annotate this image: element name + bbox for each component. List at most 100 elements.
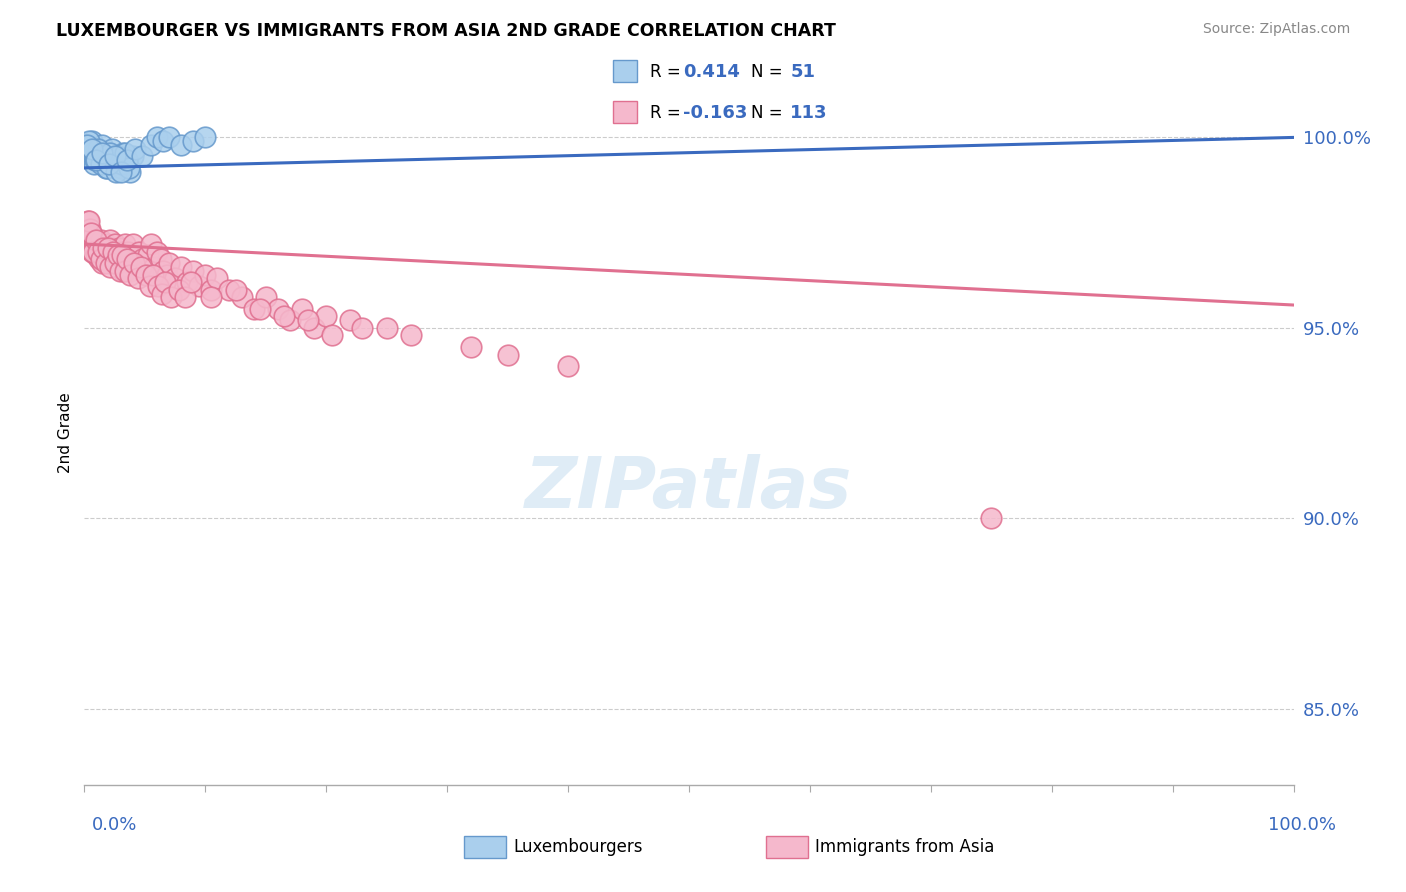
Point <box>194 268 217 282</box>
Point <box>352 321 374 335</box>
Point <box>83 241 105 255</box>
Point <box>91 138 114 153</box>
Point <box>399 328 422 343</box>
Point <box>128 244 150 259</box>
Point <box>249 301 271 316</box>
Point <box>93 241 115 255</box>
Point <box>242 301 264 316</box>
Point <box>112 248 135 262</box>
Point <box>115 260 138 274</box>
Point <box>149 252 172 267</box>
Point <box>86 248 108 262</box>
Point <box>86 153 108 168</box>
Point <box>86 145 108 160</box>
Point <box>557 359 579 373</box>
Text: 100.0%: 100.0% <box>1268 816 1336 834</box>
Point <box>105 149 128 163</box>
Point <box>291 301 314 316</box>
Point <box>89 153 111 168</box>
Point <box>120 264 142 278</box>
Point <box>139 138 162 153</box>
Text: Source: ZipAtlas.com: Source: ZipAtlas.com <box>1202 22 1350 37</box>
Text: N =: N = <box>751 103 787 121</box>
Point <box>200 290 222 304</box>
Point <box>77 134 100 148</box>
Point <box>152 264 174 278</box>
Y-axis label: 2nd Grade: 2nd Grade <box>58 392 73 473</box>
Point <box>98 233 121 247</box>
Text: N =: N = <box>751 63 787 81</box>
Point <box>104 256 127 270</box>
Point <box>114 264 136 278</box>
Text: 0.0%: 0.0% <box>91 816 136 834</box>
Text: R =: R = <box>650 63 686 81</box>
Point <box>90 157 112 171</box>
Point <box>496 347 519 361</box>
Point <box>80 134 103 148</box>
Point <box>84 153 107 168</box>
Point <box>114 145 136 160</box>
Point <box>138 279 160 293</box>
Point <box>134 264 156 278</box>
Point <box>207 271 229 285</box>
Point <box>117 244 139 259</box>
Point <box>77 214 100 228</box>
Point <box>107 248 129 262</box>
Point <box>97 145 120 160</box>
Point <box>111 248 134 262</box>
Point <box>100 256 122 270</box>
Point <box>79 222 101 236</box>
Point <box>121 149 143 163</box>
Point <box>90 233 112 247</box>
Point <box>157 130 180 145</box>
Point <box>89 244 111 259</box>
Point <box>104 149 127 163</box>
Point <box>135 268 157 282</box>
Point <box>107 256 129 270</box>
Point <box>254 290 277 304</box>
Point <box>77 214 100 228</box>
Point <box>107 149 129 163</box>
Point <box>79 149 101 163</box>
Text: -0.163: -0.163 <box>683 103 748 121</box>
Point <box>170 138 193 153</box>
Point <box>100 153 122 168</box>
Point <box>104 164 127 178</box>
Point <box>91 145 114 160</box>
Point <box>173 290 195 304</box>
Text: 51: 51 <box>790 63 815 81</box>
Point <box>97 244 120 259</box>
Point <box>112 145 135 160</box>
Point <box>138 248 160 262</box>
Point <box>170 260 193 274</box>
Text: R =: R = <box>650 103 686 121</box>
Point <box>82 244 104 259</box>
Point <box>297 313 319 327</box>
Point <box>120 164 142 178</box>
Point <box>82 229 104 244</box>
Point <box>111 157 134 171</box>
Point <box>87 244 110 259</box>
Point <box>218 283 240 297</box>
Point <box>82 145 104 160</box>
Point <box>108 241 131 255</box>
Point <box>97 241 120 255</box>
Point <box>103 248 125 262</box>
Text: ZIPatlas: ZIPatlas <box>526 455 852 524</box>
Point <box>105 244 128 259</box>
Point <box>110 161 132 175</box>
Point <box>111 244 134 259</box>
Point <box>94 237 117 252</box>
Point <box>112 264 135 278</box>
Point <box>146 244 169 259</box>
Point <box>115 153 138 168</box>
Point <box>117 252 139 267</box>
Point <box>101 142 124 156</box>
Point <box>157 256 180 270</box>
Point <box>278 313 301 327</box>
Point <box>80 226 103 240</box>
Point <box>110 164 132 178</box>
Point <box>115 153 138 168</box>
Point <box>321 328 343 343</box>
Point <box>315 310 337 324</box>
